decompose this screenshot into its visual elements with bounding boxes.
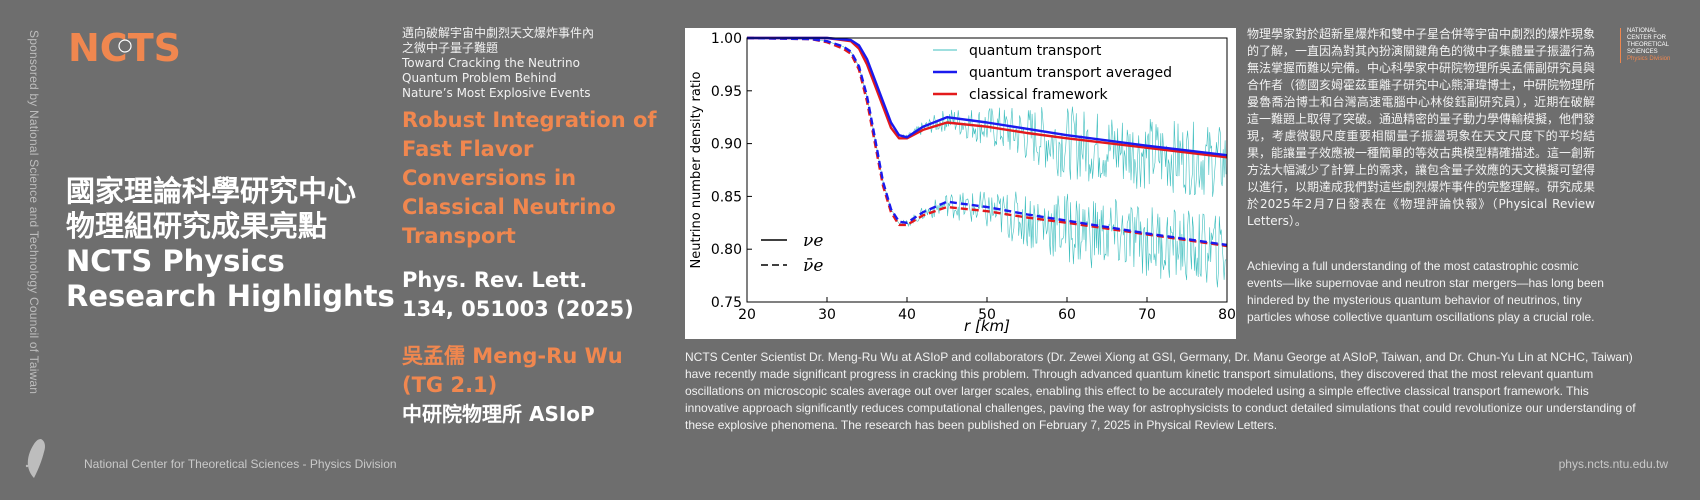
english-description: NCTS Center Scientist Dr. Meng-Ru Wu at … [685, 350, 1636, 432]
legend-label: quantum transport [969, 43, 1102, 59]
x-tick-label: 30 [818, 307, 836, 323]
ncts-corner-logo: NATIONAL CENTER FOR THEORETICAL SCIENCES… [1620, 28, 1697, 63]
headline-line: Research Highlights [66, 279, 395, 313]
author: 吳孟儒 Meng-Ru Wu (TG 2.1) [402, 342, 662, 400]
subtitle: 邁向破解宇宙中劇烈天文爆炸事件內 之微中子量子難題 Toward Crackin… [402, 26, 672, 101]
x-tick-label: 20 [738, 307, 756, 323]
footer-url[interactable]: phys.ncts.ntu.edu.tw [1558, 457, 1668, 471]
corner-logo-line: THEORETICAL [1627, 42, 1670, 48]
series-line [747, 36, 1228, 159]
subtitle-line: 邁向破解宇宙中劇烈天文爆炸事件內 [402, 26, 595, 40]
y-tick-label: 0.80 [711, 242, 742, 258]
footer-org: National Center for Theoretical Sciences… [84, 457, 397, 471]
paper-title-line: Classical Neutrino [402, 195, 616, 219]
ncts-logo: NCTS [68, 28, 181, 68]
style-legend-label: νe [803, 231, 823, 251]
x-tick-label: 80 [1218, 307, 1236, 323]
series-line [746, 36, 1228, 247]
subtitle-line: 之微中子量子難題 [402, 41, 499, 55]
page-title: 國家理論科學研究中心 物理組研究成果亮點 NCTS Physics Resear… [66, 174, 395, 314]
subtitle-line: Quantum Problem Behind [402, 71, 557, 85]
citation-line: 134, 051003 (2025) [402, 297, 634, 321]
x-tick-label: 60 [1058, 307, 1076, 323]
author-line: (TG 2.1) [402, 373, 498, 397]
headline-line: 國家理論科學研究中心 [66, 174, 357, 208]
paper-title-line: Conversions in [402, 166, 577, 190]
y-tick-label: 0.90 [711, 137, 742, 153]
y-tick-label: 0.75 [711, 295, 742, 311]
citation-line: Phys. Rev. Lett. [402, 268, 588, 292]
quantum-transport-line [747, 37, 1227, 197]
corner-logo-line: NATIONAL [1627, 28, 1657, 34]
legend-label: quantum transport averaged [969, 65, 1172, 81]
chart-svg: 20 30 40 50 60 70 80 0.75 0.80 0.85 0.90 0.95 1.00 r… [689, 31, 1236, 335]
chart-figure: 20 30 40 50 60 70 80 0.75 0.80 0.85 0.90 0.95 1.00 r… [685, 28, 1236, 339]
logo-text: NCTS [68, 28, 181, 68]
paper-title: Robust Integration of Fast Flavor Conver… [402, 106, 662, 251]
x-tick-label: 70 [1138, 307, 1156, 323]
paper-title-line: Fast Flavor [402, 137, 534, 161]
chinese-description: 物理學家對於超新星爆炸和雙中子星合併等宇宙中劇烈的爆炸現象的了解，一直因為對其內… [1247, 27, 1596, 228]
taiwan-map-icon [25, 439, 45, 478]
series-line [747, 36, 1228, 157]
headline-line: NCTS Physics [66, 244, 285, 278]
paper-title-line: Robust Integration of [402, 108, 657, 132]
y-tick-label: 0.95 [711, 84, 742, 100]
subtitle-line: Toward Cracking the Neutrino [402, 56, 580, 70]
citation: Phys. Rev. Lett. 134, 051003 (2025) [402, 266, 652, 324]
corner-logo-line: SCIENCES [1627, 49, 1658, 55]
corner-logo-line: Physics Division [1627, 56, 1671, 62]
paper-title-line: Transport [402, 224, 516, 248]
english-intro: Achieving a full understanding of the mo… [1247, 259, 1604, 324]
y-tick-label: 1.00 [711, 31, 742, 47]
y-axis-label: Neutrino number density ratio [689, 71, 704, 268]
x-tick-label: 40 [898, 307, 916, 323]
legend-label: classical framework [969, 87, 1109, 103]
affiliation: 中研院物理所 ASIoP [402, 402, 595, 426]
x-axis-label: r [km] [964, 317, 1010, 335]
globe-icon [118, 39, 132, 53]
style-legend-label: ν̄e [803, 256, 823, 276]
sponsor-text: Sponsored by National Science and Techno… [27, 30, 41, 395]
subtitle-line: Nature’s Most Explosive Events [402, 86, 591, 100]
series-line [746, 36, 1228, 248]
headline-line: 物理組研究成果亮點 [66, 209, 328, 243]
x-tick-label: 50 [978, 307, 996, 323]
author-line: 吳孟儒 Meng-Ru Wu [402, 344, 623, 368]
corner-logo-line: CENTER FOR [1627, 35, 1666, 41]
y-tick-label: 0.85 [711, 189, 742, 205]
